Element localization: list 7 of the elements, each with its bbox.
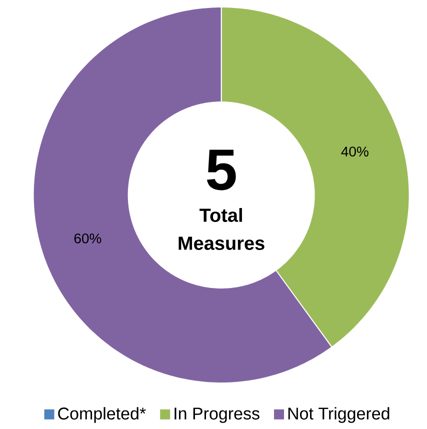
legend-label: Completed*	[58, 407, 146, 423]
data-label: 60%	[74, 233, 102, 244]
legend-label: Not Triggered	[288, 407, 390, 423]
text: 5	[206, 150, 236, 190]
data-label: 40%	[341, 146, 368, 157]
legend-label: In Progress	[174, 408, 260, 423]
text: Total Measures	[178, 208, 264, 250]
